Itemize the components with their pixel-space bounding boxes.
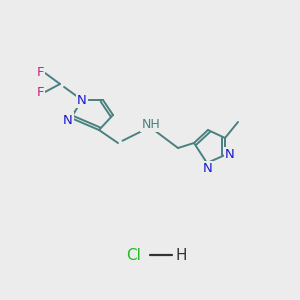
Text: N: N bbox=[63, 113, 73, 127]
Text: F: F bbox=[36, 67, 44, 80]
Text: N: N bbox=[77, 94, 87, 106]
Text: Cl: Cl bbox=[127, 248, 141, 262]
Text: NH: NH bbox=[142, 118, 160, 130]
Text: F: F bbox=[36, 85, 44, 98]
Text: H: H bbox=[175, 248, 187, 262]
Text: N: N bbox=[225, 148, 235, 161]
Text: N: N bbox=[203, 163, 213, 176]
